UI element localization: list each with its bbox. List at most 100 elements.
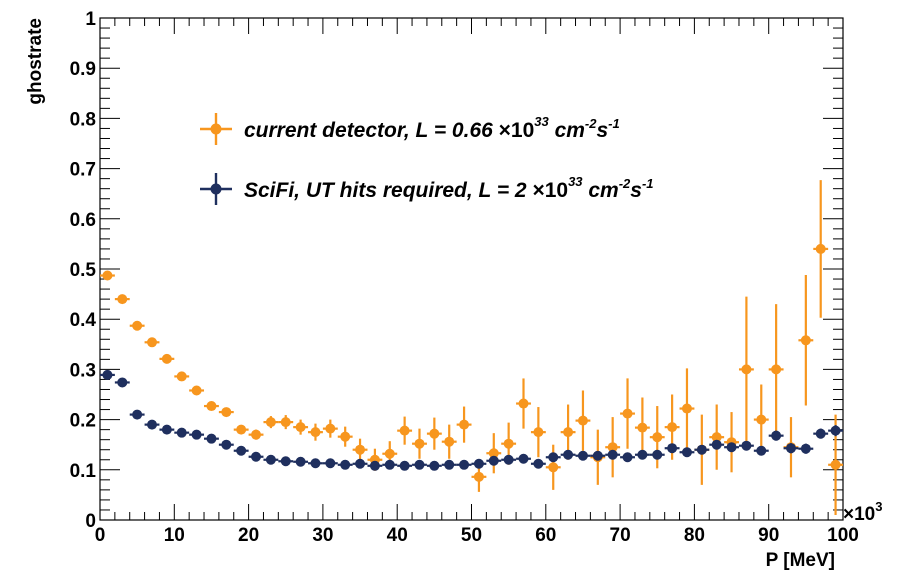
data-point [221,407,232,418]
data-point [147,337,158,348]
data-point [384,459,395,470]
data-point [310,458,321,469]
data-point [251,429,262,440]
data-point [295,422,306,433]
x-tick-label: 0 [95,525,106,546]
x-tick-label: 70 [610,525,631,546]
data-point [681,403,692,414]
data-point [429,428,440,439]
x-tick-label: 60 [535,525,556,546]
data-point [459,419,470,430]
data-point [117,294,128,305]
data-point [340,431,351,442]
data-point [488,455,499,466]
x-tick-label: 20 [238,525,259,546]
x-tick-label: 90 [758,525,779,546]
data-point [369,460,380,471]
legend-marker [210,183,222,195]
data-point [681,447,692,458]
data-point [607,449,618,460]
data-point [176,427,187,438]
x-tick-label: 80 [684,525,705,546]
data-point [652,449,663,460]
data-point [117,377,128,388]
data-point [592,450,603,461]
data-point [696,444,707,455]
data-point [577,415,588,426]
data-point [533,427,544,438]
data-point [563,427,574,438]
data-point [280,456,291,467]
x-axis-multiplier: ×103 [843,499,882,525]
data-point [191,385,202,396]
data-point [355,444,366,455]
data-point [726,442,737,453]
data-point [473,471,484,482]
data-point [340,459,351,470]
data-point [102,369,113,380]
y-tick-label: 0 [85,511,96,532]
series-2 [100,369,843,471]
data-point [741,440,752,451]
y-tick-label: 0.7 [70,160,96,181]
data-point [161,353,172,364]
data-point [176,371,187,382]
data-point [251,451,262,462]
data-point [295,456,306,467]
data-point [667,422,678,433]
legend: current detector, L = 0.66 ×1033 cm-2s-1… [200,113,654,205]
data-point [132,320,143,331]
legend-marker [210,123,222,135]
y-tick-label: 0.4 [70,310,97,331]
x-tick-label: 50 [461,525,482,546]
data-point [236,445,247,456]
data-point [399,425,410,436]
data-point [325,458,336,469]
data-point [161,424,172,435]
data-point [221,439,232,450]
legend-label: current detector, L = 0.66 ×1033 cm-2s-1 [244,114,620,142]
data-point [444,436,455,447]
legend-entry-1: current detector, L = 0.66 ×1033 cm-2s-1 [200,113,620,145]
data-point [355,458,366,469]
data-point [741,364,752,375]
data-point [652,432,663,443]
x-axis-multiplier-exponent: 3 [875,499,882,514]
data-point [771,430,782,441]
legend-label: SciFi, UT hits required, L = 2 ×1033 cm-… [244,174,654,202]
series-1 [100,180,843,515]
data-point [815,243,826,254]
x-tick-label: 40 [387,525,408,546]
data-point [577,450,588,461]
data-point [503,454,514,465]
data-point [518,453,529,464]
data-point [414,438,425,449]
y-axis: 0 0.1 0.2 0.3 0.4 0.5 0.6 0.7 0.8 0.9 1 [70,9,843,532]
data-point [785,443,796,454]
data-point [607,442,618,453]
data-point [667,443,678,454]
x-axis-title: P [MeV] [766,550,835,571]
y-axis-title: ghostrate [25,18,46,105]
data-point [830,459,841,470]
data-point [756,445,767,456]
x-axis: 0 10 20 30 40 50 60 70 80 90 100 [95,18,859,546]
x-tick-label: 100 [827,525,859,546]
y-tick-label: 0.9 [70,59,96,80]
data-point [800,335,811,346]
data-point [533,458,544,469]
data-point [132,409,143,420]
data-point [622,452,633,463]
data-point [280,417,291,428]
data-point [325,423,336,434]
data-point [488,448,499,459]
data-point [548,462,559,473]
data-point [637,422,648,433]
legend-entry-2: SciFi, UT hits required, L = 2 ×1033 cm-… [200,173,654,205]
data-point [265,454,276,465]
data-point [800,443,811,454]
data-point [756,414,767,425]
data-point [622,408,633,419]
data-series [100,180,843,515]
